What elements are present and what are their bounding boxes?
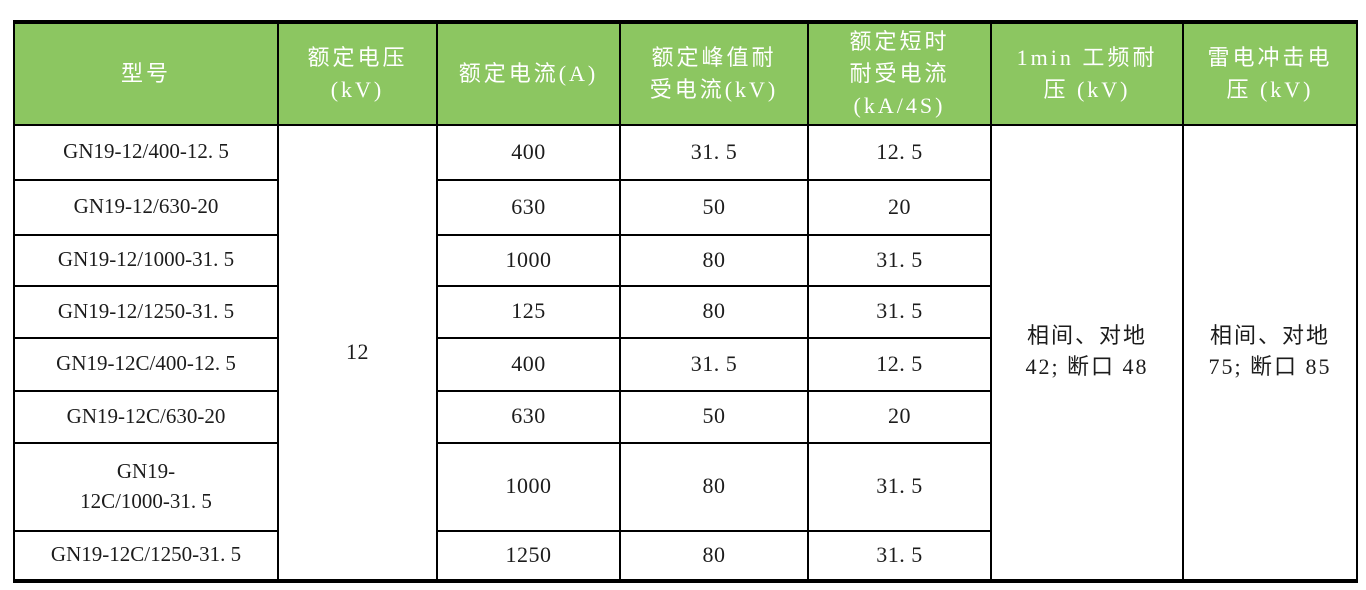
short-time-cell: 12. 5 (807, 336, 992, 392)
table-row: GN19-12/630-20 630 50 20 (13, 178, 1357, 236)
rated-current-cell: 630 (436, 178, 621, 236)
peak-withstand-cell: 80 (619, 284, 809, 339)
short-time-cell: 31. 5 (807, 529, 992, 582)
peak-withstand-cell: 50 (619, 178, 809, 236)
header-rated-current: 额定电流(A) (436, 21, 621, 126)
table-row: GN19-12/1250-31. 5 125 80 31. 5 (13, 284, 1357, 339)
rated-current-cell: 1250 (436, 529, 621, 582)
peak-withstand-cell: 80 (619, 529, 809, 582)
rated-voltage-merged-cell: 12 (277, 123, 438, 582)
header-power-frequency-withstand-voltage: 1min 工频耐 压 (kV) (990, 21, 1184, 126)
switch-spec-table: 型号 额定电压 (kV) 额定电流(A) 额定峰值耐 受电流(kV) 额定短时 … (13, 20, 1358, 583)
table-row: GN19-12/1000-31. 5 1000 80 31. 5 (13, 233, 1357, 287)
header-model: 型号 (13, 21, 279, 126)
table-row: GN19-12C/630-20 630 50 20 (13, 389, 1357, 444)
peak-withstand-cell: 50 (619, 389, 809, 444)
rated-current-cell: 400 (436, 336, 621, 392)
rated-current-cell: 630 (436, 389, 621, 444)
rated-current-cell: 1000 (436, 233, 621, 287)
lightning-impulse-merged-cell: 相间、对地 75; 断口 85 (1182, 123, 1358, 582)
table-header: 型号 额定电压 (kV) 额定电流(A) 额定峰值耐 受电流(kV) 额定短时 … (13, 21, 1358, 126)
rated-current-cell: 125 (436, 284, 621, 339)
model-cell: GN19-12C/630-20 (13, 389, 279, 444)
table-row: GN19- 12C/1000-31. 5 1000 80 31. 5 (13, 441, 1357, 532)
peak-withstand-cell: 31. 5 (619, 123, 809, 181)
model-cell: GN19-12/400-12. 5 (13, 123, 279, 181)
header-rated-voltage: 额定电压 (kV) (277, 21, 438, 126)
header-peak-withstand-current: 额定峰值耐 受电流(kV) (619, 21, 809, 126)
peak-withstand-cell: 31. 5 (619, 336, 809, 392)
peak-withstand-cell: 80 (619, 441, 809, 532)
short-time-cell: 20 (807, 389, 992, 444)
header-row: 型号 额定电压 (kV) 额定电流(A) 额定峰值耐 受电流(kV) 额定短时 … (13, 21, 1358, 126)
model-cell: GN19-12C/1250-31. 5 (13, 529, 279, 582)
peak-withstand-cell: 80 (619, 233, 809, 287)
model-cell: GN19-12/630-20 (13, 178, 279, 236)
model-cell: GN19- 12C/1000-31. 5 (13, 441, 279, 532)
table-body: GN19-12/400-12. 5 12 400 31. 5 12. 5 相间、… (13, 123, 1358, 582)
header-lightning-impulse-voltage: 雷电冲击电 压 (kV) (1182, 21, 1358, 126)
short-time-cell: 31. 5 (807, 441, 992, 532)
model-cell: GN19-12C/400-12. 5 (13, 336, 279, 392)
short-time-cell: 31. 5 (807, 233, 992, 287)
short-time-cell: 31. 5 (807, 284, 992, 339)
rated-current-cell: 1000 (436, 441, 621, 532)
header-short-time-withstand-current: 额定短时 耐受电流 (kA/4S) (807, 21, 992, 126)
short-time-cell: 12. 5 (807, 123, 992, 181)
rated-current-cell: 400 (436, 123, 621, 181)
power-frequency-withstand-merged-cell: 相间、对地 42; 断口 48 (990, 123, 1184, 582)
table-row: GN19-12C/1250-31. 5 1250 80 31. 5 (13, 529, 1357, 582)
short-time-cell: 20 (807, 178, 992, 236)
model-cell: GN19-12/1000-31. 5 (13, 233, 279, 287)
model-cell: GN19-12/1250-31. 5 (13, 284, 279, 339)
table-row: GN19-12/400-12. 5 12 400 31. 5 12. 5 相间、… (13, 123, 1358, 582)
table-row: GN19-12C/400-12. 5 400 31. 5 12. 5 (13, 336, 1357, 392)
